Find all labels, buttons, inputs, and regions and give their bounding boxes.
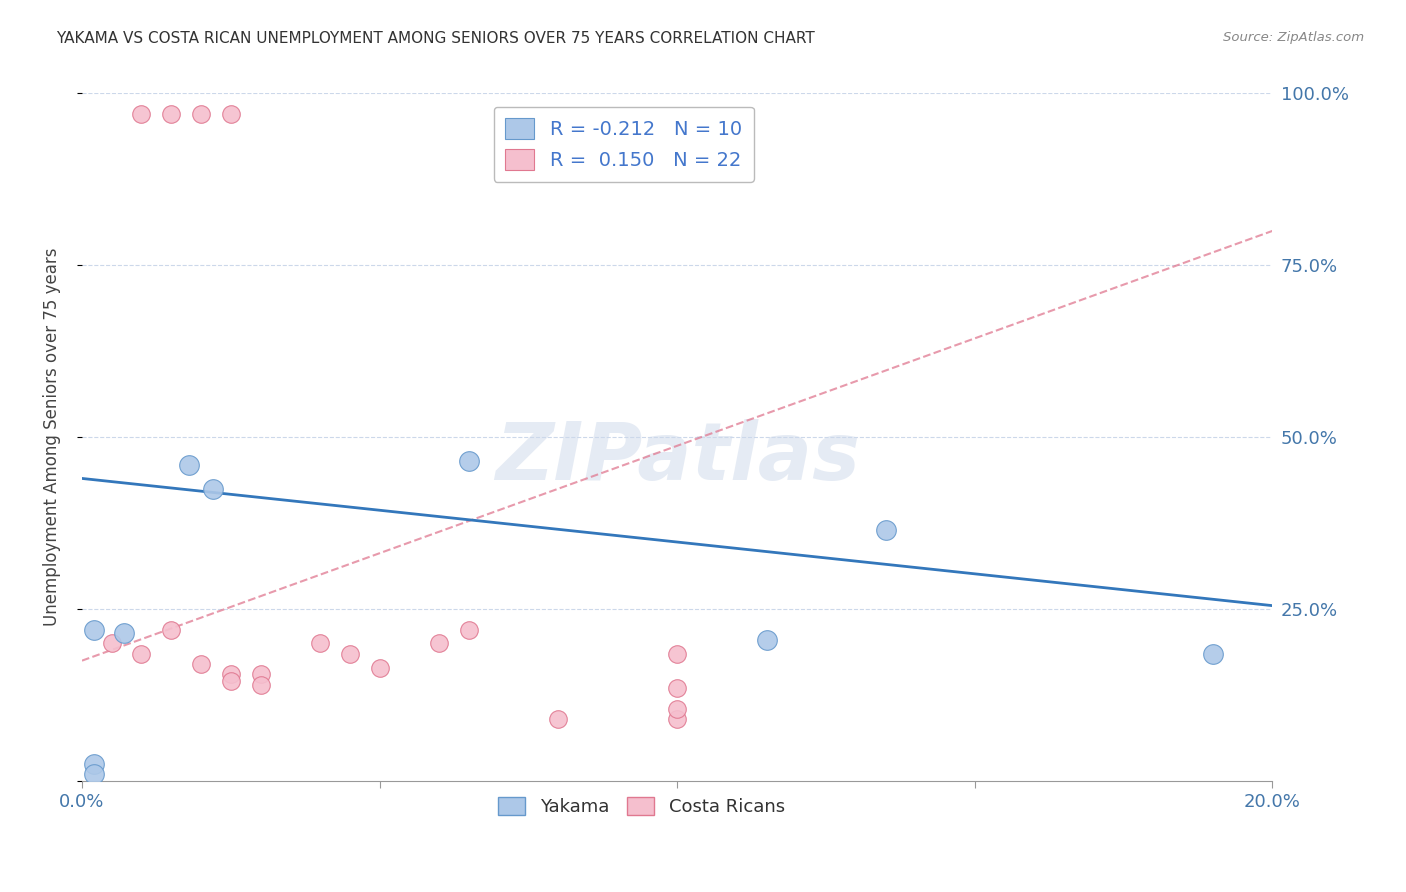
Point: [219, 107, 242, 121]
Point: [190, 107, 212, 121]
Point: [339, 647, 361, 661]
Point: [666, 647, 689, 661]
Point: [457, 623, 479, 637]
Point: [83, 756, 105, 771]
Text: ZIPatlas: ZIPatlas: [495, 419, 859, 497]
Point: [249, 667, 271, 681]
Point: [666, 681, 689, 695]
Point: [83, 623, 105, 637]
Legend: Yakama, Costa Ricans: Yakama, Costa Ricans: [491, 789, 792, 823]
Point: [547, 712, 569, 726]
Point: [368, 660, 391, 674]
Point: [177, 458, 200, 472]
Point: [160, 623, 183, 637]
Point: [755, 633, 778, 648]
Text: Source: ZipAtlas.com: Source: ZipAtlas.com: [1223, 31, 1364, 45]
Point: [1202, 647, 1225, 661]
Point: [100, 636, 122, 650]
Point: [249, 678, 271, 692]
Point: [160, 107, 183, 121]
Point: [112, 626, 135, 640]
Point: [131, 647, 153, 661]
Point: [219, 674, 242, 689]
Point: [190, 657, 212, 672]
Point: [666, 712, 689, 726]
Point: [875, 523, 897, 537]
Point: [457, 454, 479, 468]
Point: [309, 636, 332, 650]
Point: [131, 107, 153, 121]
Point: [83, 767, 105, 781]
Point: [427, 636, 450, 650]
Y-axis label: Unemployment Among Seniors over 75 years: Unemployment Among Seniors over 75 years: [44, 248, 60, 626]
Text: YAKAMA VS COSTA RICAN UNEMPLOYMENT AMONG SENIORS OVER 75 YEARS CORRELATION CHART: YAKAMA VS COSTA RICAN UNEMPLOYMENT AMONG…: [56, 31, 815, 46]
Point: [201, 482, 224, 496]
Point: [666, 702, 689, 716]
Point: [219, 667, 242, 681]
